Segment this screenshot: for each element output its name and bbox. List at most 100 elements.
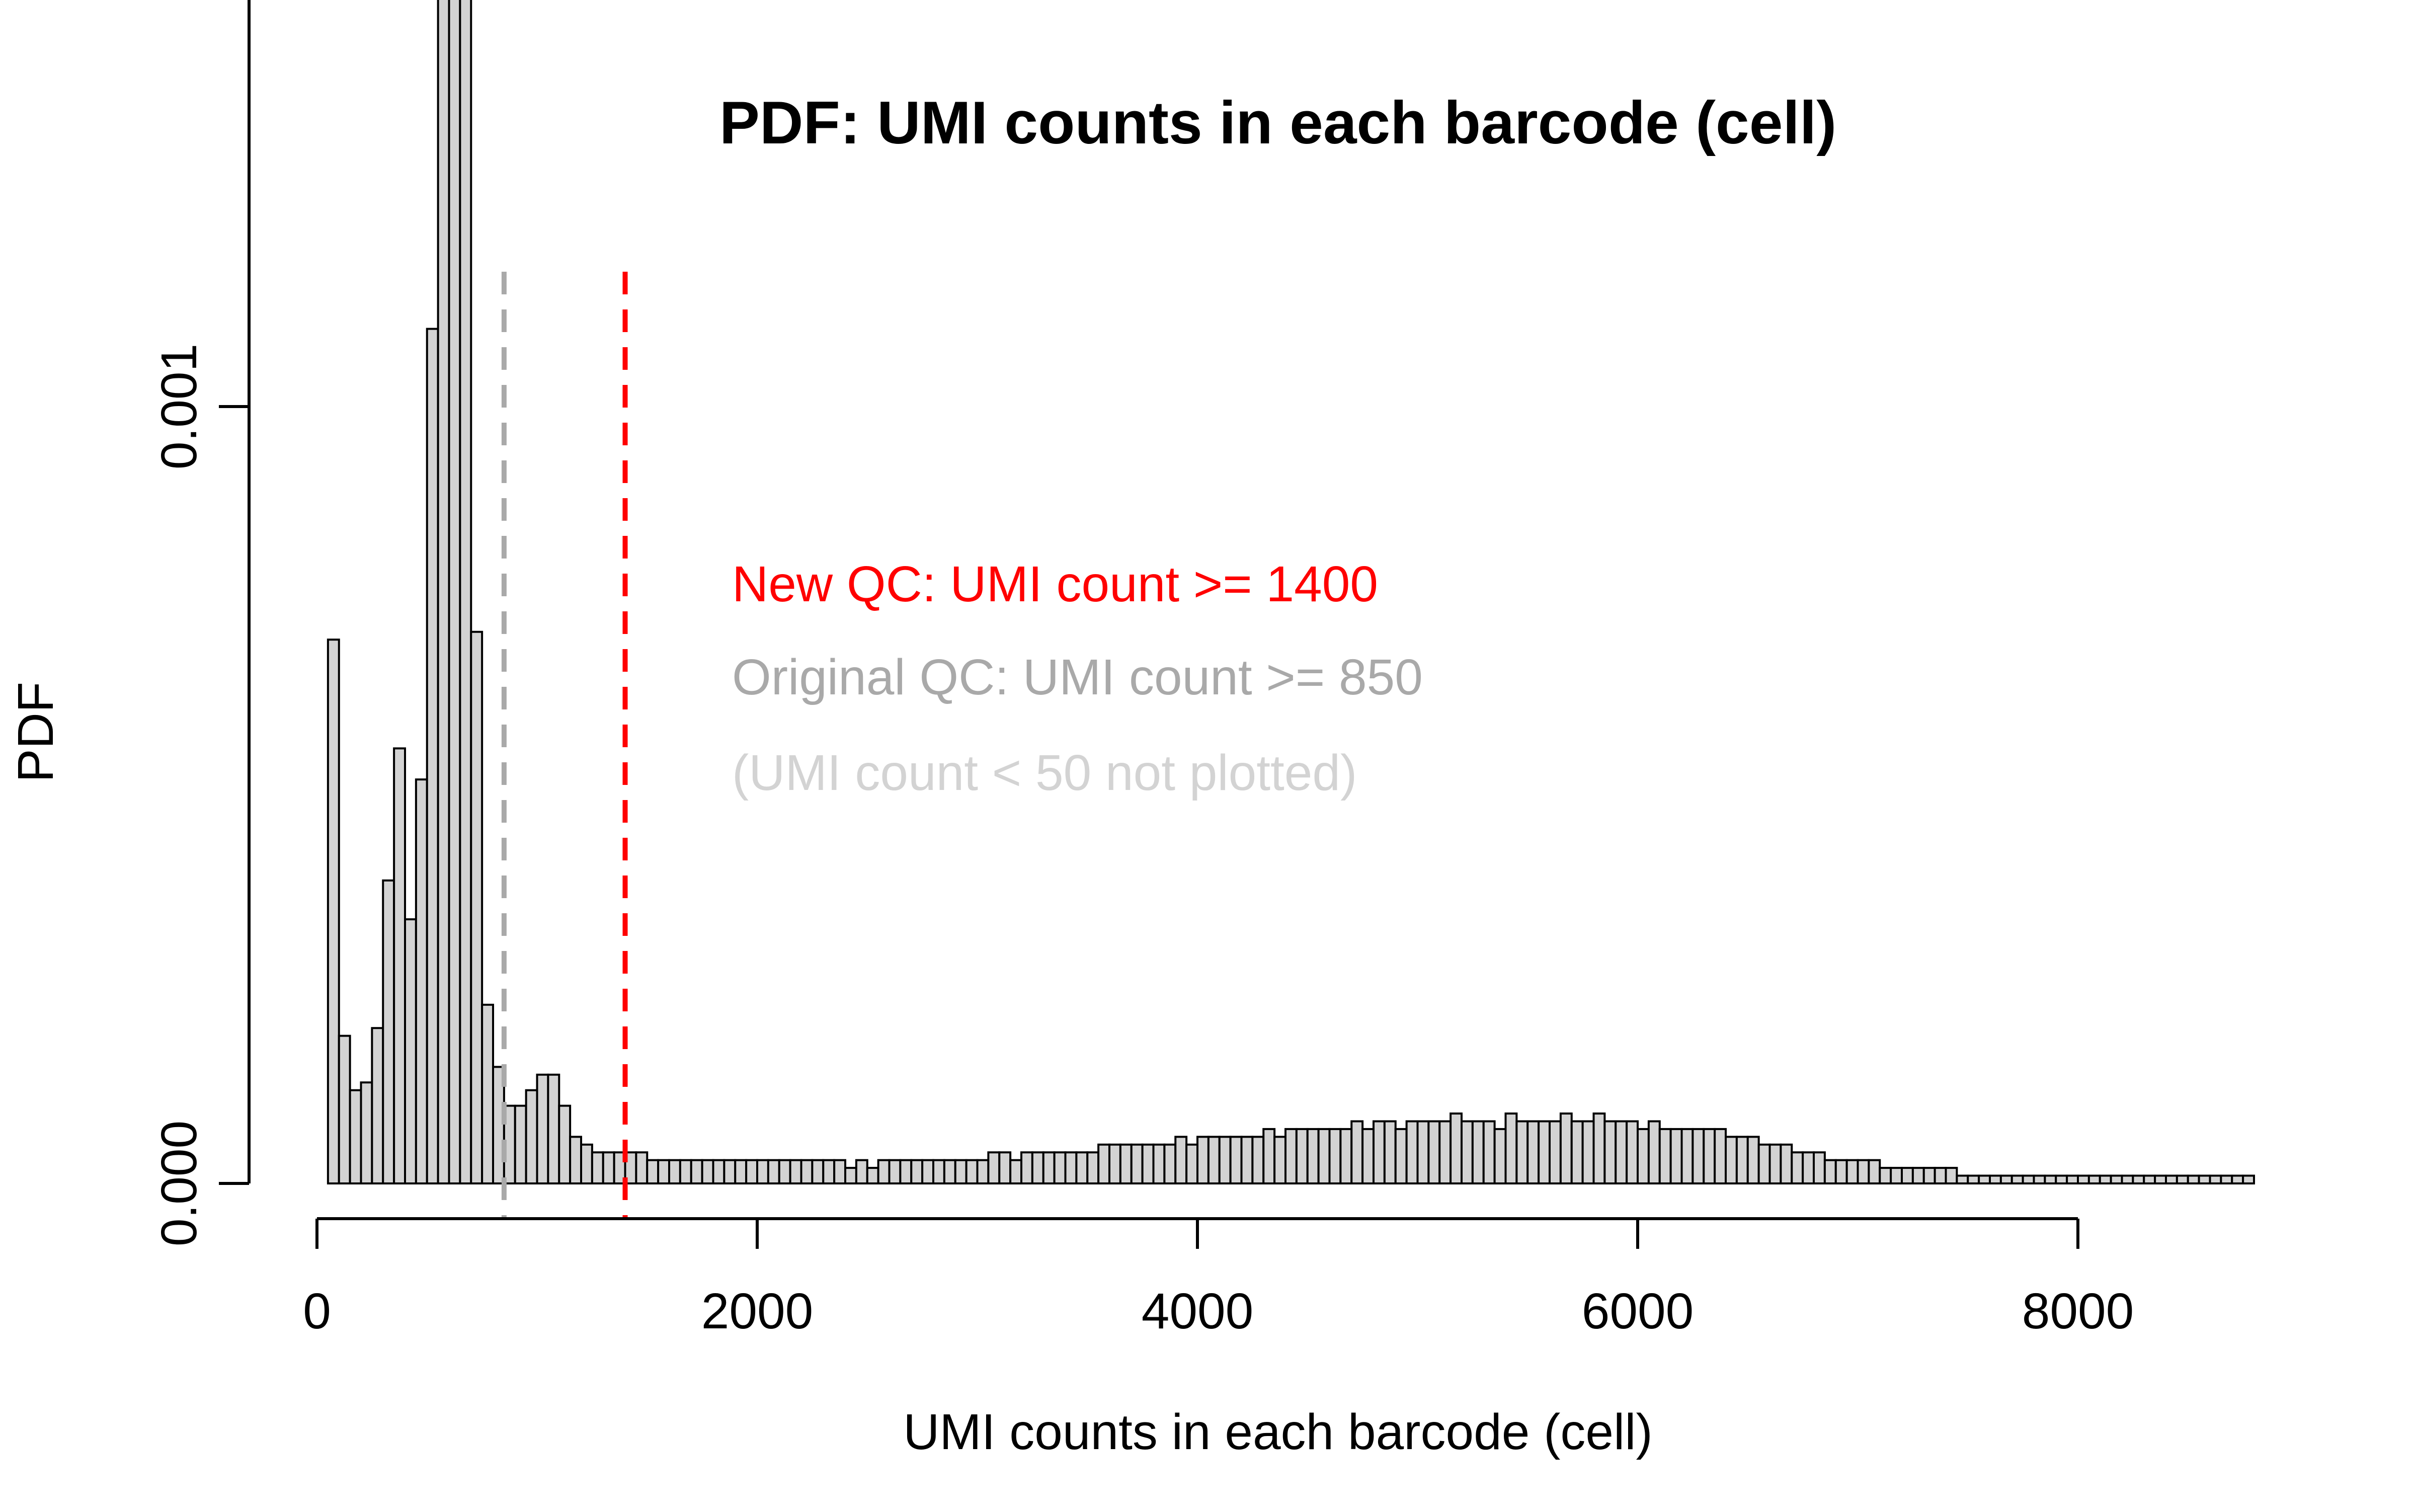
histogram-bar [2220,1174,2233,1185]
histogram-bar [404,918,417,1185]
histogram-bar [1538,1120,1551,1184]
histogram-bar [1108,1143,1121,1185]
histogram-bar [1813,1151,1826,1184]
histogram-bar [470,630,484,1184]
histogram-bar [1757,1143,1771,1185]
histogram-bar [1967,1174,1980,1185]
histogram-bar [393,747,407,1184]
histogram-bar [1570,1120,1584,1184]
histogram-bar [1725,1136,1738,1185]
histogram-bar [2055,1174,2068,1185]
histogram-bar [2165,1174,2178,1185]
histogram-bar [1746,1136,1760,1185]
histogram-bar [2154,1174,2167,1185]
histogram-bar [1020,1151,1033,1184]
histogram-bar [2099,1174,2112,1185]
histogram-bar [448,0,461,1184]
histogram-bar [1163,1143,1177,1185]
histogram-bar [1196,1136,1210,1185]
x-axis-label: UMI counts in each barcode (cell) [903,1404,1653,1460]
histogram-bar [1350,1120,1364,1184]
histogram-bar [822,1159,836,1184]
histogram-bar [1218,1136,1232,1185]
histogram-bar [1945,1167,1958,1185]
histogram-bar [1416,1120,1430,1184]
histogram-bar [1130,1143,1144,1185]
histogram-bar [668,1159,681,1184]
histogram-bar [734,1159,748,1184]
threshold-lines [501,272,628,1220]
histogram-bar [1768,1143,1782,1185]
histogram-bar [1450,1112,1463,1185]
histogram-bar [1504,1112,1518,1185]
histogram-bar [778,1159,791,1184]
histogram-bar [2121,1174,2134,1185]
histogram-bar [954,1159,968,1184]
histogram-bar [1780,1143,1793,1185]
histogram-bar [932,1159,945,1184]
histogram-bar [690,1159,703,1184]
histogram-bar [349,1089,362,1184]
histogram-bar [1581,1120,1595,1184]
histogram-bar [1735,1136,1749,1185]
histogram-bar [866,1167,879,1185]
histogram-bar [1802,1151,1815,1184]
histogram-bar [844,1167,857,1185]
histogram-bar [800,1159,814,1184]
histogram-bar [514,1104,527,1185]
histogram-bar [1868,1159,1881,1184]
annotation-text: (UMI count < 50 not plotted) [732,745,1357,801]
histogram-bar [525,1089,538,1184]
annotations-group: New QC: UMI count >= 1400 Original QC: UM… [732,556,1423,801]
histogram-bar [1361,1128,1375,1184]
histogram-bar [2231,1174,2244,1185]
histogram-bar [2066,1174,2079,1185]
histogram-bar [1405,1120,1419,1184]
histogram-bar [1240,1136,1254,1185]
histogram-bar [459,0,472,1184]
histogram-bar [2242,1174,2256,1185]
histogram-bar [1592,1112,1606,1185]
histogram-bar [1714,1128,1727,1184]
histogram-bar [1339,1128,1353,1184]
histogram-bar [1493,1128,1507,1184]
x-tick-label: 4000 [1142,1283,1253,1339]
histogram-bar [1658,1128,1672,1184]
histogram-bar [547,1073,560,1185]
histogram-bar [1834,1159,1848,1184]
histogram-bar [1680,1128,1694,1184]
histogram-bar [1879,1167,1892,1185]
histogram-bar [1549,1120,1562,1184]
histogram-bar [1042,1151,1056,1184]
histogram-bar [1999,1174,2013,1185]
histogram-bar [943,1159,956,1184]
histogram-bar [811,1159,825,1184]
histogram-bar [1637,1128,1650,1184]
x-axis: 0 2000 4000 6000 8000 [303,1217,2134,1339]
histogram-bar [756,1159,769,1184]
histogram-bar [1009,1159,1023,1184]
histogram-bar [712,1159,726,1184]
histogram-bar [2132,1174,2145,1185]
histogram-bar [1647,1120,1661,1184]
histogram-bar [437,0,450,1184]
histogram-bar [1064,1151,1078,1184]
histogram-bar [723,1159,737,1184]
histogram-bar [481,1003,495,1184]
histogram-bar [2198,1174,2211,1185]
histogram-bar [833,1159,847,1184]
histogram-bar [1031,1151,1044,1184]
histogram-bar [415,778,428,1184]
x-tick-label: 2000 [701,1283,813,1339]
histogram-bar [1152,1143,1166,1185]
histogram-bar [745,1159,759,1184]
histogram-bar [1284,1128,1298,1184]
histogram-bar [877,1159,891,1184]
histogram-bar [1328,1128,1342,1184]
histogram-bar [2010,1174,2024,1185]
histogram-bar [910,1159,924,1184]
histogram-bar [1141,1143,1155,1185]
histogram-bar [1427,1120,1441,1184]
histogram-bar [1692,1128,1705,1184]
